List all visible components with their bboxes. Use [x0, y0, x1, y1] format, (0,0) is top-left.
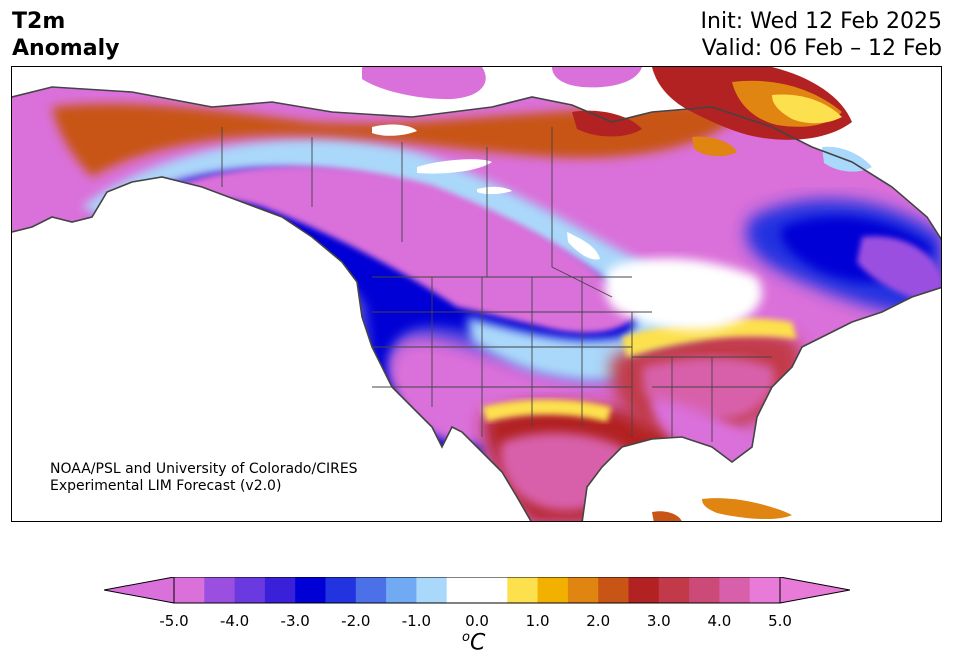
colorbar-cell	[598, 577, 630, 603]
colorbar-cell	[749, 577, 781, 603]
unit-base: C	[469, 630, 486, 656]
title-line-2: Anomaly	[12, 36, 120, 61]
colorbar-cell	[295, 577, 327, 603]
colorbar-tick-label: 4.0	[707, 612, 732, 630]
political-borders	[221, 127, 772, 442]
colorbar-tick-label: 2.0	[586, 612, 611, 630]
colorbar-cell	[477, 577, 508, 603]
valid-range: Valid: 06 Feb – 12 Feb	[701, 36, 942, 61]
colorbar-tick-labels: -5.0 -4.0 -3.0 -2.0 -1.0 0.0 1.0 2.0 3.0 4.0 5.0	[0, 612, 954, 632]
colorbar-cells	[174, 577, 781, 603]
colorbar-tick-label: 3.0	[646, 612, 671, 630]
colorbar-tick-label: -5.0	[159, 612, 189, 630]
anomaly-map: NOAA/PSL and University of Colorado/CIRE…	[11, 66, 942, 522]
colorbar	[104, 577, 850, 604]
colorbar-cell	[658, 577, 690, 603]
colorbar-cell	[446, 577, 478, 603]
colorbar-tick-label: 1.0	[525, 612, 550, 630]
colorbar-cell	[355, 577, 387, 603]
colorbar-unit: oC	[462, 630, 485, 655]
colorbar-tick-label: 5.0	[768, 612, 792, 630]
colorbar-cell	[567, 577, 599, 603]
colorbar-cell	[507, 577, 539, 603]
colorbar-under-arrow	[104, 577, 174, 603]
colorbar-tick-label: -4.0	[219, 612, 250, 630]
title-line-1: T2m	[12, 9, 66, 34]
unit-superscript: o	[462, 630, 470, 645]
colorbar-cell	[234, 577, 266, 603]
colorbar-cell	[689, 577, 720, 603]
colorbar-tick-label: -1.0	[401, 612, 432, 630]
colorbar-tick-label: -2.0	[341, 612, 371, 630]
colorbar-cell	[386, 577, 417, 603]
init-date: Init: Wed 12 Feb 2025	[700, 9, 942, 34]
colorbar-cell	[174, 577, 205, 603]
forecast-dates: Init: Wed 12 Feb 2025 Valid: 06 Feb – 12…	[701, 8, 942, 62]
colorbar-cell	[537, 577, 569, 603]
map-canvas	[12, 67, 941, 521]
credit-line-1: NOAA/PSL and University of Colorado/CIRE…	[50, 461, 358, 477]
colorbar-cell	[628, 577, 660, 603]
colorbar-cell	[204, 577, 236, 603]
colorbar-tick-label: 0.0	[465, 612, 489, 630]
coastline	[12, 86, 941, 521]
colorbar-cell	[325, 577, 357, 603]
colorbar-cell	[416, 577, 448, 603]
credit-text: NOAA/PSL and University of Colorado/CIRE…	[50, 461, 358, 495]
colorbar-tick-label: -3.0	[280, 612, 310, 630]
credit-line-2: Experimental LIM Forecast (v2.0)	[50, 478, 282, 494]
colorbar-cell	[719, 577, 751, 603]
colorbar-cell	[264, 577, 296, 603]
map-title: T2m Anomaly	[12, 8, 119, 62]
colorbar-over-arrow	[780, 577, 850, 603]
